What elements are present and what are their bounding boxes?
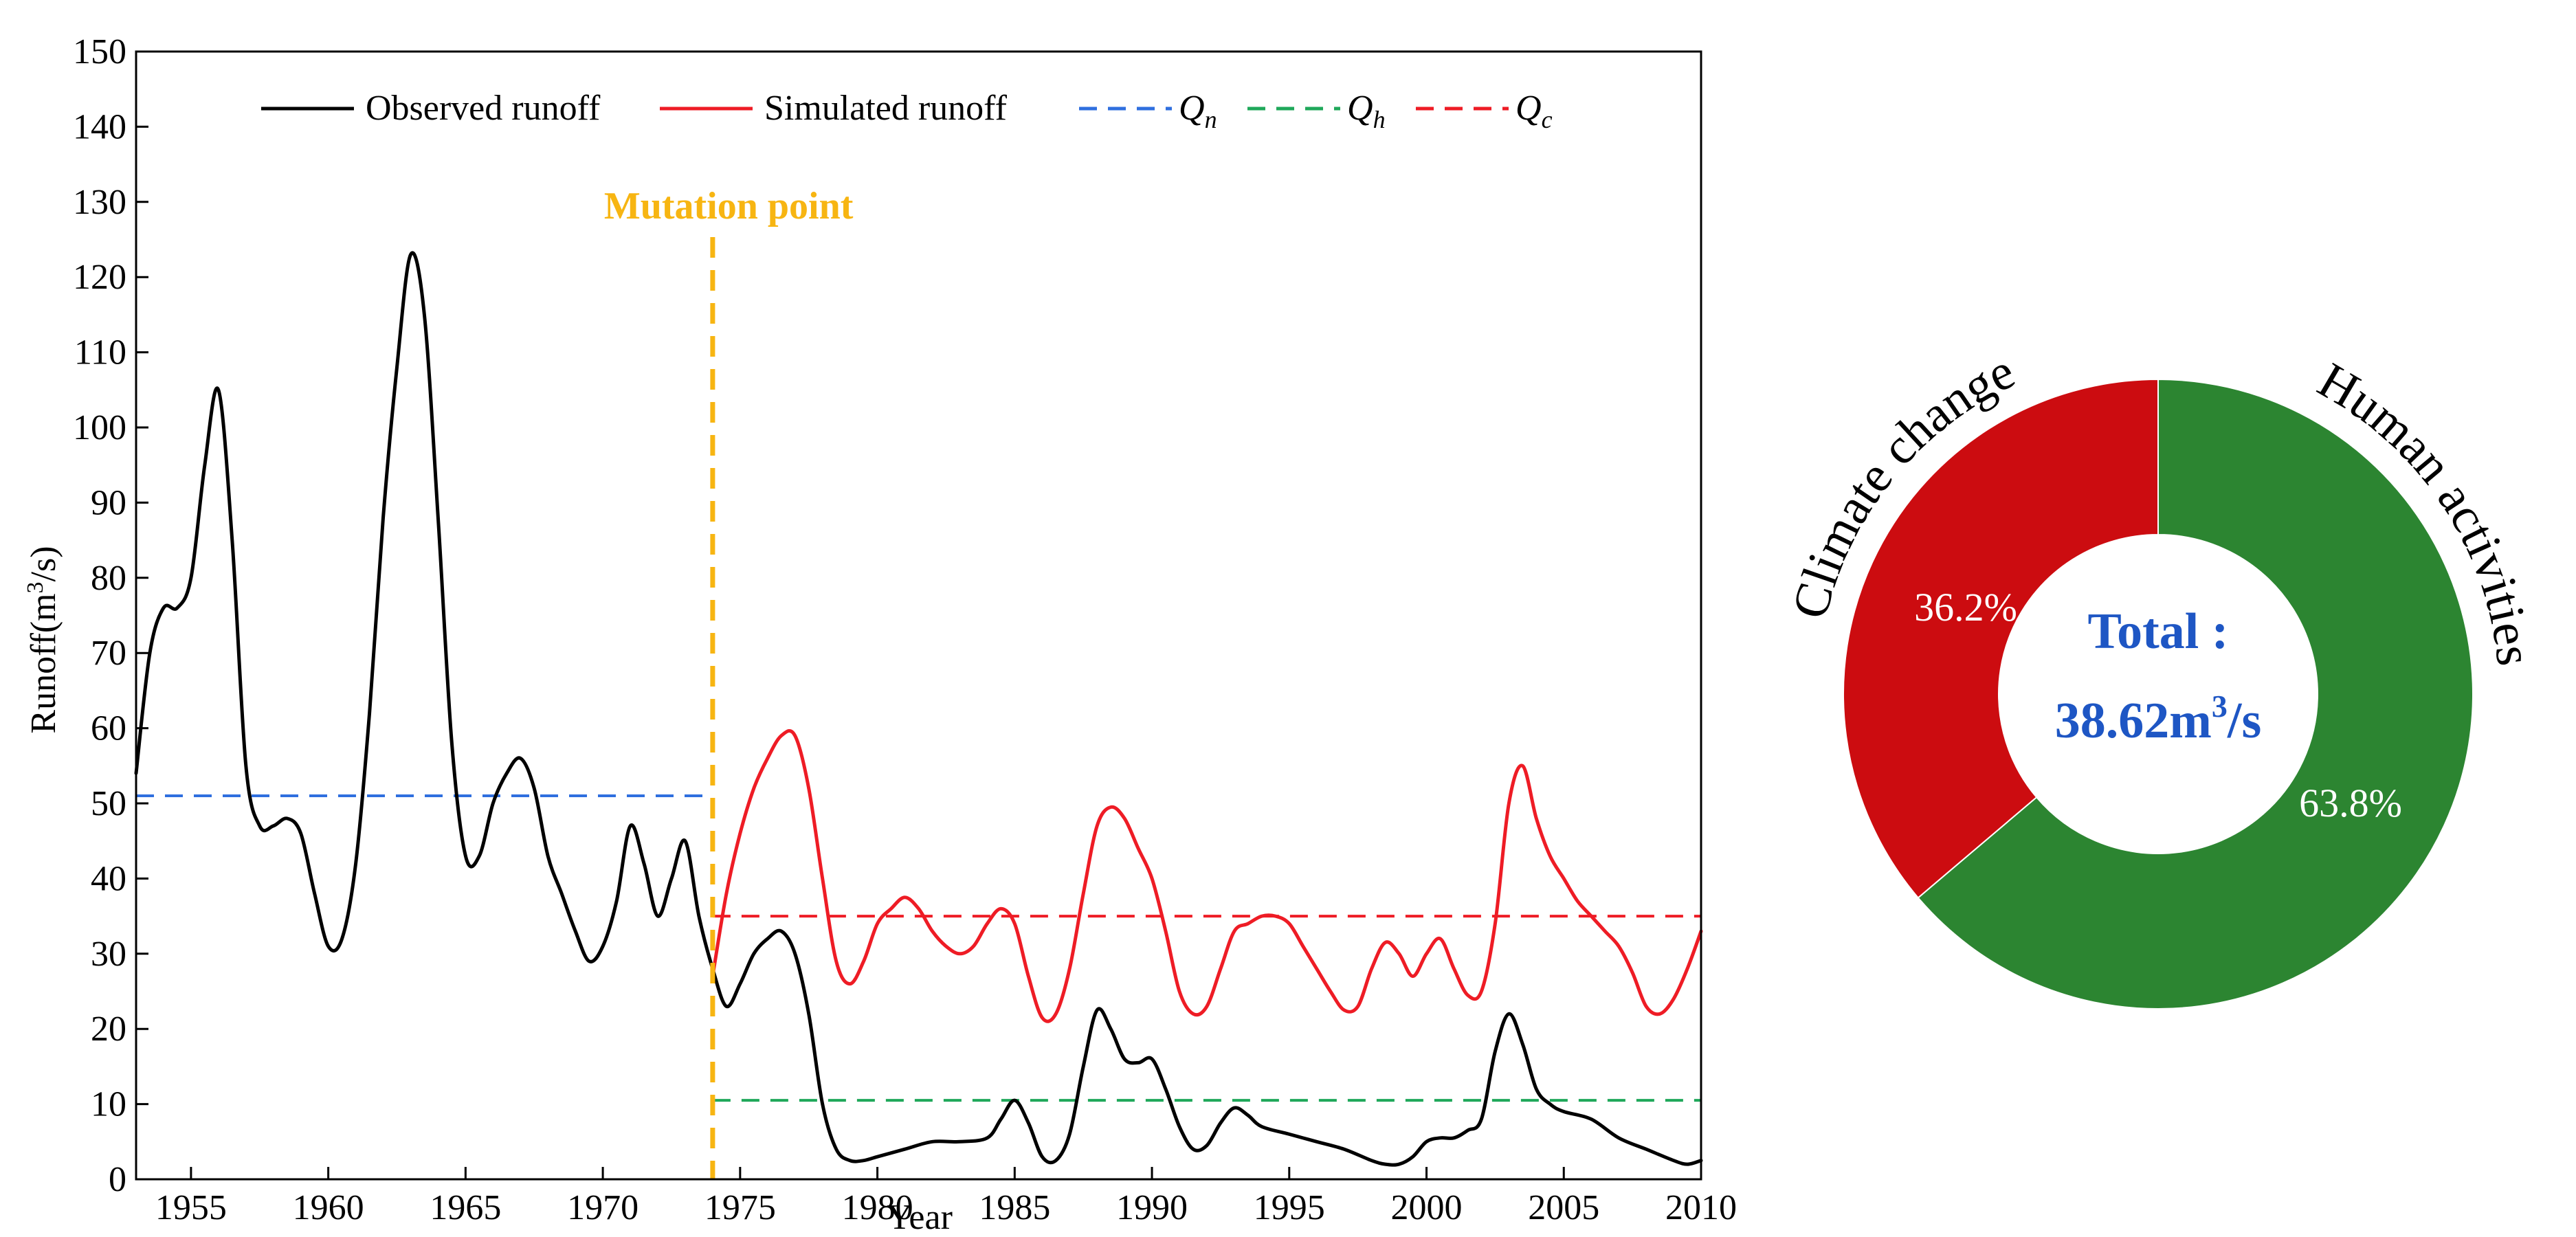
y-axis-label: Runoff(m3/s) bbox=[23, 546, 63, 733]
y-tick-label: 150 bbox=[73, 32, 126, 71]
donut-total-value-tail: /s bbox=[2227, 693, 2261, 749]
legend-label-qn: Qn bbox=[1179, 89, 1217, 133]
y-tick-label: 110 bbox=[74, 333, 126, 372]
legend-label-qn-main: Q bbox=[1179, 89, 1205, 128]
donut-slice-climate bbox=[1843, 378, 2159, 899]
legend: Observed runoff Simulated runoff Qn Qh Q… bbox=[261, 89, 1553, 133]
donut-total-value: 38.62m3/s bbox=[2055, 689, 2262, 749]
legend-label-simulated: Simulated runoff bbox=[764, 89, 1008, 128]
legend-label-qc-sub: c bbox=[1542, 106, 1553, 133]
donut-slice-human bbox=[1917, 378, 2474, 1010]
y-tick-label: 30 bbox=[91, 935, 126, 974]
series-lines bbox=[134, 251, 1703, 1167]
reference-lines bbox=[136, 794, 1701, 1102]
mutation-group: Mutation point bbox=[604, 185, 854, 1179]
x-tick-label: 1985 bbox=[979, 1188, 1050, 1227]
x-tick-label: 1995 bbox=[1254, 1188, 1325, 1227]
y-axis-label-sup: 3 bbox=[23, 581, 48, 593]
plot-frame bbox=[135, 50, 1702, 1181]
legend-item-qn: Qn bbox=[1079, 89, 1217, 133]
donut-total-value-main: 38.62m bbox=[2055, 693, 2212, 749]
series-line-observed-runoff bbox=[134, 251, 1703, 1167]
x-tick-label: 1970 bbox=[567, 1188, 639, 1227]
y-tick-label: 140 bbox=[73, 107, 126, 146]
x-tick-label: 2005 bbox=[1528, 1188, 1599, 1227]
x-tick-label: 1960 bbox=[293, 1188, 364, 1227]
y-tick-label: 100 bbox=[73, 408, 126, 447]
legend-label-qc: Qc bbox=[1515, 89, 1553, 133]
legend-item-simulated: Simulated runoff bbox=[660, 89, 1008, 128]
legend-label-qh-sub: h bbox=[1373, 106, 1386, 133]
y-tick-label: 80 bbox=[91, 559, 126, 598]
y-tick-label: 10 bbox=[91, 1085, 126, 1124]
x-tick-label: 2010 bbox=[1665, 1188, 1737, 1227]
slice-pct-climate: 36.2% bbox=[1914, 585, 2017, 629]
legend-label-observed: Observed runoff bbox=[366, 89, 601, 128]
donut-total-value-sup: 3 bbox=[2212, 689, 2228, 724]
legend-item-qc: Qc bbox=[1416, 89, 1553, 133]
mutation-label: Mutation point bbox=[604, 185, 854, 227]
legend-item-observed: Observed runoff bbox=[261, 89, 601, 128]
x-axis-label: Year bbox=[887, 1198, 953, 1237]
legend-label-qh-main: Q bbox=[1347, 89, 1373, 128]
y-tick-label: 90 bbox=[91, 483, 126, 522]
x-tick-label: 1965 bbox=[430, 1188, 501, 1227]
x-tick-label: 2000 bbox=[1391, 1188, 1463, 1227]
y-axis-label-tail: /s) bbox=[24, 546, 63, 581]
legend-item-qh: Qh bbox=[1247, 89, 1386, 133]
slice-pct-human: 63.8% bbox=[2299, 781, 2402, 825]
y-axis-label-main: Runoff(m bbox=[24, 593, 63, 733]
series-line-simulated-runoff bbox=[711, 729, 1703, 1023]
y-tick-label: 0 bbox=[109, 1160, 126, 1199]
x-axis-ticks: 1955 1960 1965 1970 1975 1980 1985 1990 1995 2000… bbox=[155, 1167, 1737, 1227]
y-tick-label: 60 bbox=[91, 709, 126, 748]
x-tick-label: 1990 bbox=[1116, 1188, 1188, 1227]
y-tick-label: 70 bbox=[91, 634, 126, 673]
legend-label-qn-sub: n bbox=[1205, 106, 1217, 133]
y-axis-ticks: 0 10 20 30 40 50 60 70 80 90 100 110 120 130 140 150 bbox=[73, 32, 148, 1199]
donut-slices bbox=[1843, 378, 2474, 1010]
y-tick-label: 50 bbox=[91, 784, 126, 823]
x-tick-label: 1975 bbox=[704, 1188, 776, 1227]
x-tick-label: 1955 bbox=[155, 1188, 227, 1227]
x-tick-label: 1980 bbox=[842, 1188, 913, 1227]
y-tick-label: 130 bbox=[73, 183, 126, 222]
y-tick-label: 40 bbox=[91, 859, 126, 898]
legend-label-qh: Qh bbox=[1347, 89, 1386, 133]
legend-label-qc-main: Q bbox=[1515, 89, 1542, 128]
runoff-line-chart: 0 10 20 30 40 50 60 70 80 90 100 110 120 130 140 150 19… bbox=[23, 32, 1737, 1237]
y-tick-label: 20 bbox=[91, 1010, 126, 1049]
donut-total-label: Total : bbox=[2088, 603, 2229, 660]
y-tick-label: 120 bbox=[73, 258, 126, 297]
